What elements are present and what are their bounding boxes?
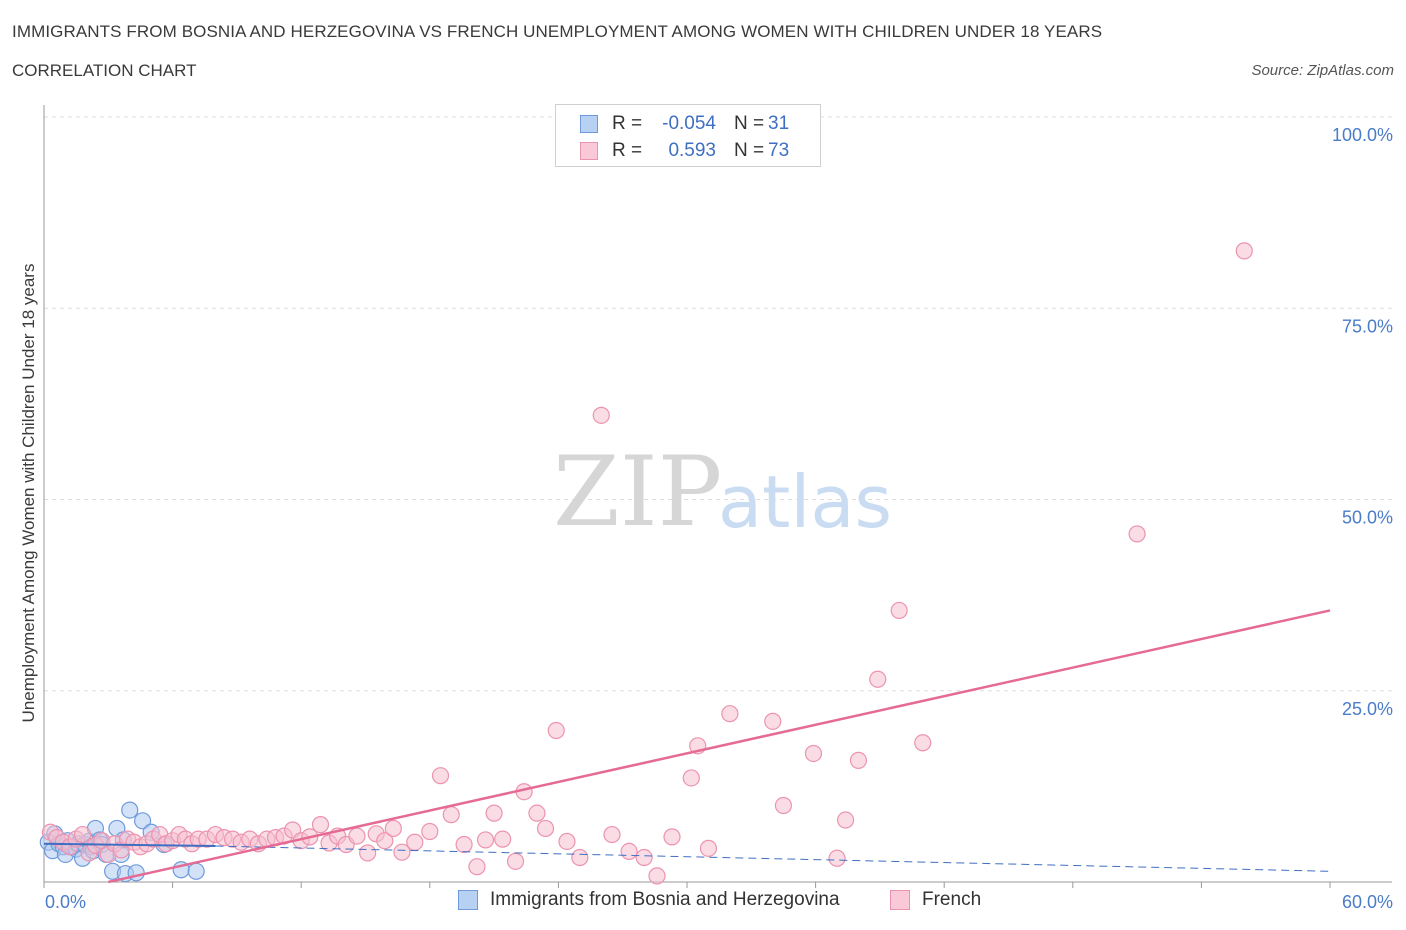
french-point bbox=[603, 825, 621, 844]
axes bbox=[43, 105, 1392, 888]
series-french-points bbox=[41, 242, 1253, 885]
french-point bbox=[571, 848, 589, 867]
watermark-zip: ZIP bbox=[553, 436, 722, 548]
french-point bbox=[663, 828, 681, 846]
french-point bbox=[558, 832, 576, 851]
french-point bbox=[431, 767, 450, 785]
french-point bbox=[1128, 525, 1146, 543]
french-point bbox=[393, 843, 411, 861]
r-label: R = bbox=[612, 140, 643, 161]
french-point bbox=[869, 670, 887, 688]
french-point bbox=[682, 769, 700, 787]
source-credit: Source: ZipAtlas.com bbox=[1251, 62, 1394, 79]
legend-label-bosnia: Immigrants from Bosnia and Herzegovina bbox=[490, 889, 840, 910]
chart-title: IMMIGRANTS FROM BOSNIA AND HERZEGOVINA V… bbox=[12, 22, 1103, 41]
y-tick-labels: 25.0% 50.0% 75.0% 100.0% bbox=[1332, 125, 1393, 719]
french-point bbox=[592, 406, 610, 424]
legend-row-bosnia: R = -0.054 N = 31 bbox=[580, 111, 789, 137]
french-point bbox=[442, 806, 460, 824]
bosnia-swatch bbox=[458, 890, 478, 910]
french-swatch bbox=[580, 142, 598, 160]
french-point bbox=[359, 844, 377, 862]
french-point bbox=[506, 852, 525, 870]
french-point bbox=[699, 839, 718, 857]
french-point bbox=[721, 705, 739, 723]
french-point bbox=[890, 601, 908, 620]
n-value: 73 bbox=[768, 140, 790, 161]
french-point bbox=[494, 830, 512, 848]
french-point bbox=[485, 804, 503, 822]
bosnia-point bbox=[121, 801, 139, 819]
french-point bbox=[476, 831, 495, 849]
french-point bbox=[376, 832, 394, 850]
y-tick-label: 75.0% bbox=[1342, 316, 1393, 336]
r-value: -0.054 bbox=[662, 113, 716, 134]
bosnia-point bbox=[133, 812, 152, 830]
bosnia-trend-extension bbox=[215, 845, 1331, 872]
bosnia-point bbox=[127, 864, 145, 882]
series-legend: Immigrants from Bosnia and Herzegovina F… bbox=[0, 889, 1406, 915]
french-point bbox=[764, 712, 782, 730]
french-point bbox=[804, 744, 823, 763]
legend-item-bosnia: Immigrants from Bosnia and Herzegovina bbox=[458, 889, 840, 911]
watermark: ZIP atlas bbox=[553, 436, 892, 548]
french-point bbox=[455, 835, 473, 854]
french-point bbox=[73, 825, 92, 844]
french-trend-line bbox=[108, 609, 1331, 884]
french-point bbox=[774, 796, 793, 815]
french-point bbox=[468, 858, 486, 876]
bosnia-swatch bbox=[580, 115, 598, 133]
y-axis-label: Unemployment Among Women with Children U… bbox=[19, 264, 38, 723]
x-tick-label: 0.0% bbox=[45, 892, 86, 912]
x-tick-label: 60.0% bbox=[1342, 892, 1393, 912]
french-swatch bbox=[890, 890, 910, 910]
french-point bbox=[828, 849, 846, 867]
french-point bbox=[1235, 242, 1253, 260]
bosnia-point bbox=[187, 862, 205, 880]
french-point bbox=[406, 833, 424, 851]
y-tick-label: 25.0% bbox=[1342, 699, 1393, 719]
y-tick-label: 50.0% bbox=[1342, 508, 1393, 528]
n-value: 31 bbox=[768, 113, 790, 134]
legend-row-french: R = 0.593 N = 73 bbox=[580, 138, 789, 164]
bosnia-trend-line bbox=[43, 842, 216, 848]
trend-lines bbox=[43, 609, 1331, 884]
french-point bbox=[648, 867, 666, 885]
french-point bbox=[547, 721, 565, 740]
french-point bbox=[384, 819, 402, 838]
french-point bbox=[620, 842, 638, 861]
n-label: N = bbox=[734, 113, 765, 134]
y-tick-label: 100.0% bbox=[1332, 125, 1393, 145]
r-label: R = bbox=[612, 113, 643, 134]
legend-label-french: French bbox=[922, 889, 982, 910]
n-label: N = bbox=[734, 140, 765, 161]
watermark-atlas: atlas bbox=[718, 460, 892, 544]
french-point bbox=[635, 848, 653, 867]
legend-item-french: French bbox=[890, 889, 981, 911]
french-point bbox=[536, 819, 555, 838]
grid-lines bbox=[44, 116, 1392, 692]
correlation-legend: R = -0.054 N = 31 R = 0.593 N = 73 bbox=[555, 104, 821, 167]
french-point bbox=[914, 734, 932, 752]
r-value: 0.593 bbox=[668, 140, 716, 161]
french-point bbox=[837, 811, 855, 829]
french-point bbox=[348, 827, 366, 845]
french-point bbox=[421, 822, 439, 841]
chart-subtitle: CORRELATION CHART bbox=[12, 61, 197, 80]
french-point bbox=[849, 751, 868, 769]
french-point bbox=[311, 816, 330, 834]
x-tick-labels: 0.0% 60.0% bbox=[45, 892, 1393, 912]
french-point bbox=[528, 804, 546, 822]
